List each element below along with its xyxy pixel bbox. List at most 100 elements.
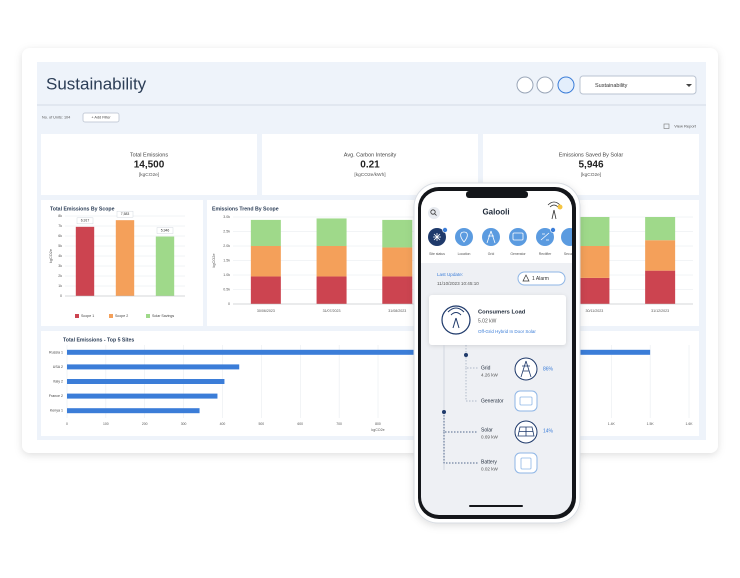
add-filter-button[interactable] [82, 112, 120, 123]
y-tick-label: 2.5k [223, 229, 230, 233]
source-label: Grid [481, 365, 491, 371]
x-tick-label: 1.4K [608, 422, 616, 426]
bar-segment [382, 247, 413, 277]
report-icon [663, 123, 670, 129]
kpi-unit: [kgCO2e/kWh] [354, 172, 385, 178]
search-button[interactable] [428, 207, 440, 219]
y-tick-label: 1.5k [223, 258, 230, 262]
x-tick-label: 31/07/2023 [323, 309, 341, 313]
menu-icon[interactable] [482, 228, 500, 246]
load-icon [441, 305, 471, 335]
legend-label: Scope 2 [115, 314, 128, 318]
x-tick-label: 600 [297, 422, 303, 426]
tree-line [443, 412, 478, 464]
value-label: 5,946 [161, 228, 170, 232]
y-tick-label: 5k [58, 244, 62, 248]
bar [67, 364, 240, 370]
load-glyph [447, 307, 465, 329]
menu-icon[interactable] [509, 228, 527, 246]
map-button[interactable] [516, 76, 534, 94]
alarm-pill[interactable] [517, 271, 566, 286]
source-label: Battery [481, 459, 497, 465]
y-tick-label: Russia 1 [49, 350, 63, 354]
menu-icon[interactable] [455, 228, 473, 246]
menu-icon[interactable] [561, 228, 579, 246]
kpi-unit: [kgCO2e] [139, 172, 159, 178]
source-label: Generator [481, 398, 504, 404]
y-tick-label: Kenya 1 [50, 409, 63, 413]
bar-segment [579, 246, 610, 278]
icon-glyph [540, 232, 550, 241]
load-value: 5.02 kW [478, 318, 497, 324]
kpi-card [41, 134, 257, 195]
bar-segment [382, 219, 413, 248]
y-axis-label: kgCO2e [212, 254, 216, 268]
menu-label: Security [564, 252, 577, 256]
x-tick-label: 300 [181, 422, 187, 426]
y-tick-label: France 2 [49, 394, 63, 398]
x-tick-label: 800 [375, 422, 381, 426]
menu-label: Grid [488, 252, 495, 256]
bar-segment [645, 240, 676, 271]
menu-label: Location [458, 252, 471, 256]
y-tick-label: 3k [58, 264, 62, 268]
x-tick-label: 500 [259, 422, 265, 426]
y-tick-label: 0.5k [223, 287, 230, 291]
source-share: 14% [543, 428, 554, 434]
bar-segment [579, 277, 610, 304]
grid-glyph [520, 360, 532, 378]
bar [67, 408, 200, 414]
chart-title: Emissions Trend By Scope [212, 206, 279, 212]
add-filter-label: + Add Filter [91, 116, 111, 120]
kpi-unit: [kgCO2e] [581, 172, 601, 178]
y-tick-label: 2.0k [223, 244, 230, 248]
x-tick-label: 31/12/2023 [651, 309, 669, 313]
kpi-label: Avg. Carbon Intensity [344, 152, 397, 158]
x-tick-label: 200 [142, 422, 148, 426]
value-label-box [76, 217, 94, 225]
view-report[interactable]: View Report [674, 124, 697, 129]
bar-segment [316, 246, 347, 277]
bar-segment [250, 246, 281, 277]
y-tick-label: 2k [58, 274, 62, 278]
battery-icon [514, 452, 538, 474]
last-update-label: Last Update: [437, 272, 463, 277]
legend-label: Solar Savings [152, 314, 174, 318]
kpi-value: 14,500 [134, 160, 165, 171]
source-label: Solar [481, 427, 493, 433]
page-title: Sustainability [46, 74, 147, 93]
bar-segment [645, 270, 676, 304]
bar [67, 349, 651, 355]
units-count: No. of Units: 104 [42, 116, 70, 120]
y-tick-label: 0 [60, 294, 62, 298]
dropdown-caret [686, 84, 692, 87]
bar [115, 220, 135, 296]
y-tick-label: 6k [58, 234, 62, 238]
chart-button[interactable] [557, 76, 575, 94]
tower-icon[interactable] [547, 201, 561, 220]
y-tick-label: 1.0k [223, 273, 230, 277]
tree-line [465, 345, 478, 402]
app-header [421, 191, 572, 263]
y-tick-label: 1k [58, 284, 62, 288]
legend-label: Scope 1 [81, 314, 94, 318]
bar [155, 236, 175, 296]
source-value: 0.02 kW [481, 467, 499, 472]
dropdown[interactable] [579, 75, 697, 95]
y-tick-label: USA 2 [53, 365, 63, 369]
source-share: 86% [543, 366, 554, 372]
chart-title: Total Emissions - Top 5 Sites [63, 337, 134, 343]
export-button[interactable] [536, 76, 554, 94]
icon-glyph [460, 231, 468, 243]
phone: Galooli Site status Location Grid Generator R… [413, 182, 581, 524]
bar [67, 393, 218, 399]
icon-glyph [433, 233, 441, 241]
value-label-box [116, 210, 134, 218]
kpi-label: Total Emissions [130, 152, 168, 158]
bar-segment [250, 276, 281, 304]
load-title: Consumers Load [478, 310, 526, 316]
generator-glyph [519, 396, 533, 406]
kpi-value: 0.21 [360, 160, 380, 171]
